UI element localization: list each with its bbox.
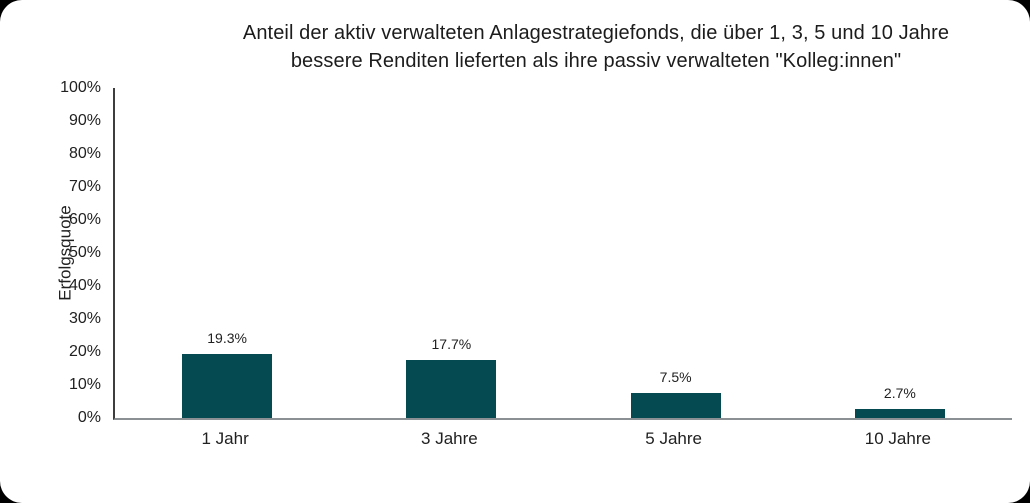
x-tick-label: 3 Jahre [421,429,478,448]
bar [406,359,497,418]
y-tick-label: 70% [68,178,101,195]
bar-value-label: 19.3% [207,330,247,347]
bar [182,354,273,418]
plot-area: 19.3% 17.7% 7.5% 2.7% [113,88,1012,420]
x-tick-label: 10 Jahre [864,429,931,448]
bar-value-label: 7.5% [659,369,692,386]
y-tick-label: 90% [68,112,101,129]
x-tick-label: 5 Jahre [645,429,702,448]
y-tick-label: 80% [68,145,101,162]
bar-value-label: 2.7% [883,385,916,402]
bar [854,409,945,418]
y-tick-label: 10% [68,376,101,393]
y-tick-label: 100% [60,79,101,96]
bar-value-label: 17.7% [431,335,472,352]
y-tick-label: 20% [68,343,101,360]
x-tick-label: 1 Jahr [201,429,249,448]
chart-title-line-2: bessere Renditen lieferten als ihre pass… [290,50,902,72]
y-tick-label: 40% [68,277,101,294]
y-tick-label: 30% [68,310,101,327]
y-tick-label: 50% [68,244,101,261]
chart-title-line-1: Anteil der aktiv verwalteten Anlagestrat… [242,22,950,44]
chart-title: Anteil der aktiv verwalteten Anlagestrat… [170,19,1022,75]
y-tick-label: 60% [68,211,101,228]
y-tick-label: 0% [77,409,101,426]
bar [630,393,721,418]
